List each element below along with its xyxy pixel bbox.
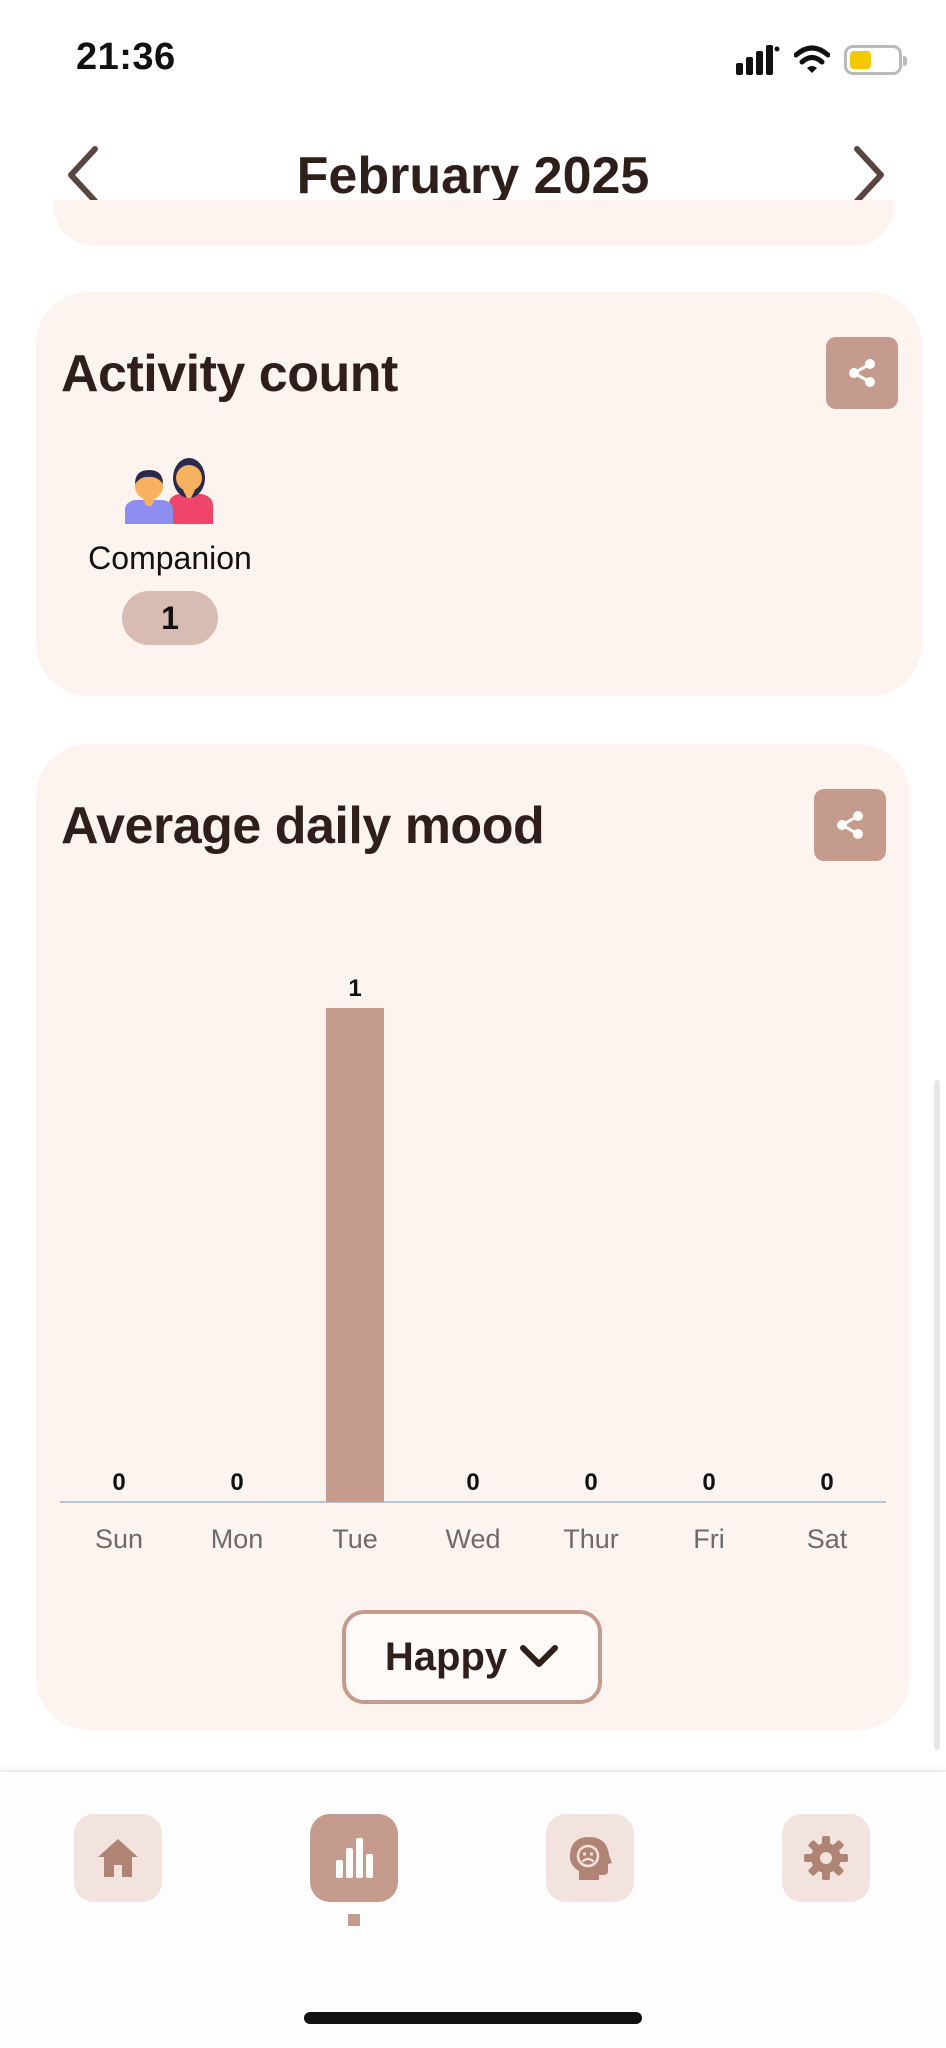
chart-data-label: 1 — [348, 975, 361, 1002]
gear-icon — [804, 1836, 848, 1880]
chart-tick-label: Thur — [563, 1524, 619, 1554]
sad-head-icon — [569, 1837, 612, 1880]
chart-tick-label: Wed — [445, 1524, 500, 1554]
chevron-down-icon — [520, 1645, 559, 1667]
previous-card-edge — [54, 200, 894, 246]
activity-label: Companion — [88, 540, 252, 576]
chart-tick-label: Sun — [95, 1524, 143, 1554]
chart-data-label: 0 — [230, 1469, 243, 1496]
previous-month-button[interactable] — [48, 140, 118, 210]
next-month-button[interactable] — [834, 140, 904, 210]
activity-count-badge: 1 — [122, 591, 218, 645]
share-icon — [849, 359, 875, 387]
nav-stats-button[interactable] — [310, 1814, 398, 1902]
activity-share-button[interactable] — [826, 337, 898, 409]
chart-data-label: 0 — [584, 1469, 597, 1496]
chevron-right-icon — [854, 146, 884, 204]
chart-data-label: 0 — [466, 1469, 479, 1496]
status-icons — [736, 40, 907, 80]
chevron-left-icon — [68, 146, 98, 204]
mood-select-value: Happy — [384, 1634, 508, 1679]
activity-item-companion[interactable]: Companion 1 — [80, 450, 260, 645]
nav-settings-button[interactable] — [782, 1814, 870, 1902]
average-daily-mood-card: Average daily mood 0 Sun 0 Mon 1 Tue 0 Wed 0 Thur… — [36, 744, 910, 1730]
nav-home-button[interactable] — [74, 1814, 162, 1902]
activity-count-card: Activity count Companion 1 — [36, 292, 922, 696]
mood-select-dropdown[interactable]: Happy — [342, 1610, 602, 1704]
wifi-icon — [794, 45, 830, 73]
home-indicator — [304, 2012, 642, 2024]
battery-level — [850, 51, 871, 69]
share-icon — [837, 811, 863, 839]
status-time: 21:36 — [76, 36, 176, 78]
chart-bar-tue — [326, 1008, 384, 1502]
nav-mind-button[interactable] — [546, 1814, 634, 1902]
home-icon — [98, 1839, 138, 1877]
chart-data-label: 0 — [112, 1469, 125, 1496]
month-header: February 2025 — [0, 130, 946, 220]
month-title: February 2025 — [296, 147, 650, 205]
activity-count-title: Activity count — [61, 345, 398, 403]
scroll-indicator — [934, 1080, 940, 1750]
mood-bar-chart: 0 Sun 0 Mon 1 Tue 0 Wed 0 Thur 0 Fri 0 Sat — [60, 975, 886, 1554]
chart-data-label: 0 — [820, 1469, 833, 1496]
cellular-signal-icon — [736, 45, 780, 75]
chart-tick-label: Tue — [332, 1524, 378, 1554]
chart-tick-label: Mon — [211, 1524, 264, 1554]
active-tab-indicator — [348, 1914, 360, 1926]
companion-icon — [125, 458, 213, 524]
chart-tick-label: Fri — [693, 1524, 724, 1554]
mood-card-title: Average daily mood — [61, 797, 545, 855]
battery-icon — [844, 45, 907, 75]
bar-chart-icon — [336, 1838, 373, 1878]
mood-share-button[interactable] — [814, 789, 886, 861]
chart-tick-label: Sat — [807, 1524, 848, 1554]
chart-data-label: 0 — [702, 1469, 715, 1496]
bottom-nav — [0, 1770, 946, 2048]
